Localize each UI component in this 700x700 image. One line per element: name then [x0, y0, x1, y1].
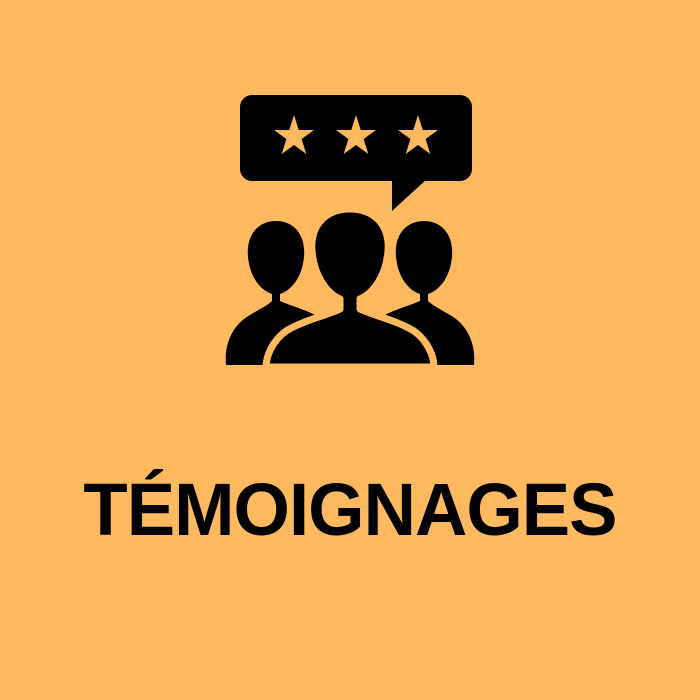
- person-center-icon: [262, 205, 438, 367]
- star-icon: [336, 115, 376, 154]
- page-title: TÉMOIGNAGES: [83, 468, 617, 551]
- testimonials-icon: [222, 95, 478, 367]
- testimonials-icon-svg: [225, 95, 475, 367]
- star-icon: [398, 115, 438, 154]
- star-icon: [274, 115, 314, 154]
- rating-bubble-icon: [240, 95, 472, 211]
